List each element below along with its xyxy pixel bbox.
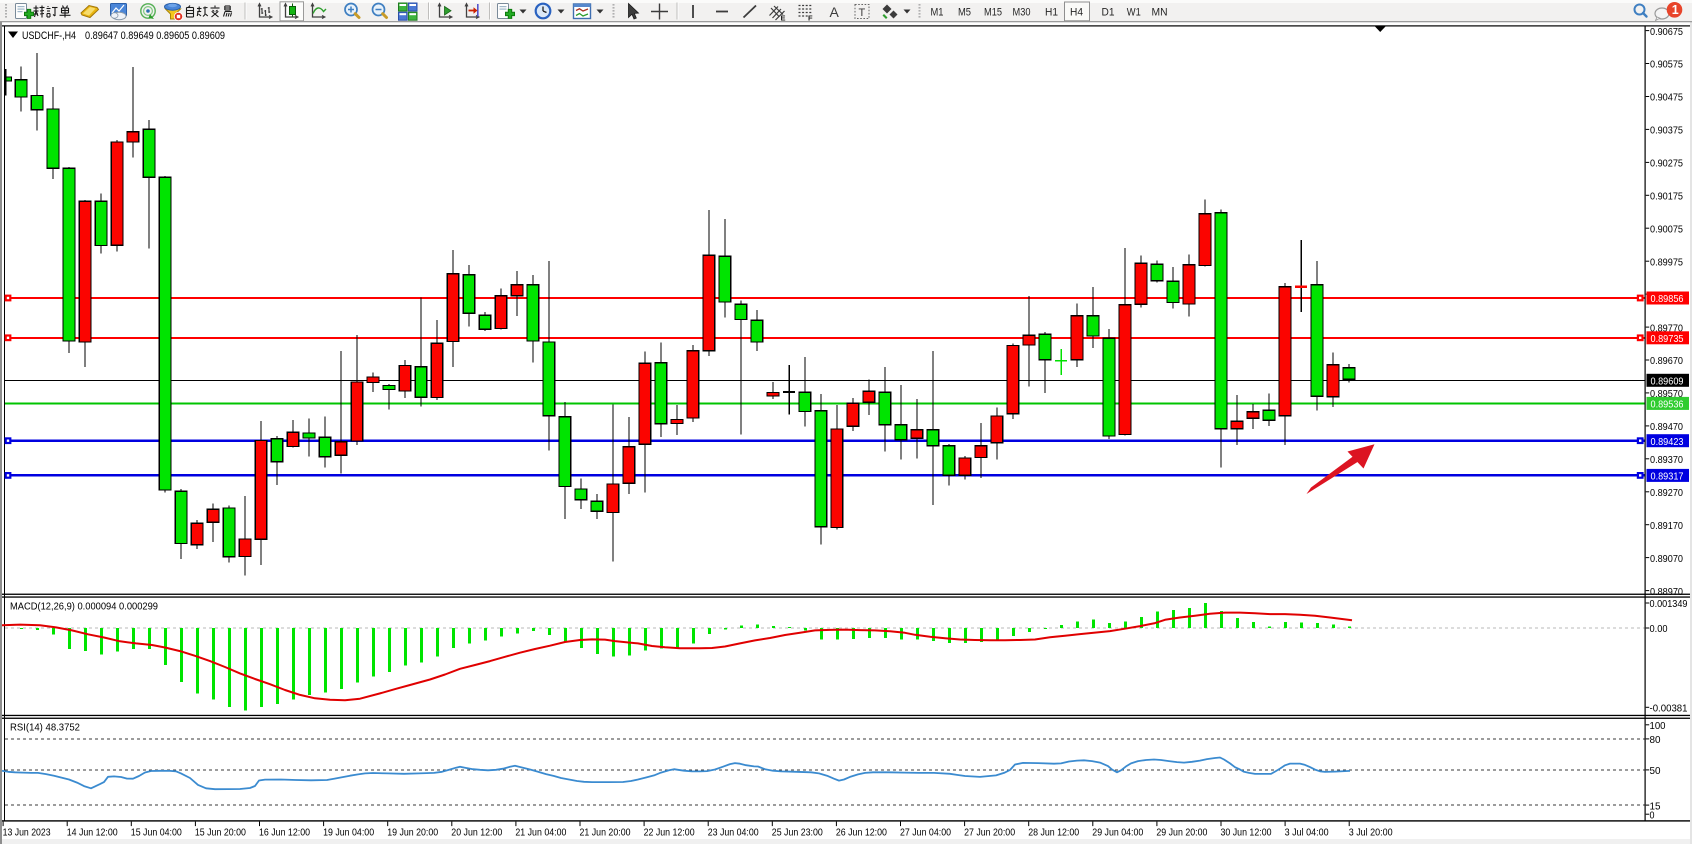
svg-text:0.90575: 0.90575	[1650, 59, 1683, 71]
svg-text:0.89856: 0.89856	[1651, 293, 1684, 305]
svg-text:15: 15	[1650, 800, 1661, 812]
svg-text:-0.00381: -0.00381	[1650, 703, 1688, 715]
svg-text:27 Jun 04:00: 27 Jun 04:00	[900, 826, 951, 838]
svg-text:0.89317: 0.89317	[1651, 471, 1684, 483]
svg-text:D1: D1	[1102, 6, 1115, 18]
svg-text:23 Jun 04:00: 23 Jun 04:00	[708, 826, 759, 838]
svg-text:0.89170: 0.89170	[1650, 520, 1683, 532]
svg-text:0.88970: 0.88970	[1650, 586, 1683, 598]
svg-text:0.89975: 0.89975	[1650, 256, 1683, 268]
svg-text:20 Jun 12:00: 20 Jun 12:00	[451, 826, 502, 838]
svg-text:0.90275: 0.90275	[1650, 158, 1683, 170]
svg-text:RSI(14) 48.3752: RSI(14) 48.3752	[10, 722, 80, 734]
svg-text:0.89270: 0.89270	[1650, 487, 1683, 499]
svg-text:MN: MN	[1152, 6, 1168, 18]
svg-text:14 Jun 12:00: 14 Jun 12:00	[67, 826, 118, 838]
svg-text:USDCHF-,H4: USDCHF-,H4	[22, 30, 76, 42]
svg-text:21 Jun 04:00: 21 Jun 04:00	[515, 826, 566, 838]
svg-text:M30: M30	[1013, 6, 1031, 18]
svg-text:0.89423: 0.89423	[1651, 436, 1684, 448]
svg-text:T: T	[859, 7, 866, 19]
svg-text:0.89536: 0.89536	[1651, 399, 1684, 411]
svg-text:0.89647 0.89649 0.89605 0.8960: 0.89647 0.89649 0.89605 0.89609	[85, 30, 225, 42]
svg-text:0.001349: 0.001349	[1650, 598, 1688, 610]
svg-text:30 Jun 12:00: 30 Jun 12:00	[1221, 826, 1272, 838]
svg-text:0.90675: 0.90675	[1650, 26, 1683, 38]
svg-text:19 Jun 20:00: 19 Jun 20:00	[387, 826, 438, 838]
svg-text:0.00: 0.00	[1650, 623, 1668, 635]
svg-text:15 Jun 04:00: 15 Jun 04:00	[131, 826, 182, 838]
svg-text:16 Jun 12:00: 16 Jun 12:00	[259, 826, 310, 838]
svg-text:M15: M15	[984, 6, 1002, 18]
svg-text:0.90375: 0.90375	[1650, 125, 1683, 137]
svg-text:21 Jun 20:00: 21 Jun 20:00	[580, 826, 631, 838]
svg-text:80: 80	[1650, 734, 1661, 746]
svg-text:E: E	[781, 14, 786, 23]
svg-text:0.90175: 0.90175	[1650, 191, 1683, 203]
svg-text:28 Jun 12:00: 28 Jun 12:00	[1028, 826, 1079, 838]
svg-text:100: 100	[1650, 720, 1666, 732]
svg-text:0.90475: 0.90475	[1650, 92, 1683, 104]
svg-text:0.89670: 0.89670	[1650, 355, 1683, 367]
svg-text:H4: H4	[1070, 6, 1083, 18]
svg-text:26 Jun 12:00: 26 Jun 12:00	[836, 826, 887, 838]
svg-text:19 Jun 04:00: 19 Jun 04:00	[323, 826, 374, 838]
svg-text:0.90075: 0.90075	[1650, 223, 1683, 235]
svg-text:22 Jun 12:00: 22 Jun 12:00	[644, 826, 695, 838]
svg-text:3 Jul 20:00: 3 Jul 20:00	[1349, 826, 1393, 838]
svg-text:0.89070: 0.89070	[1650, 553, 1683, 565]
svg-text:29 Jun 20:00: 29 Jun 20:00	[1156, 826, 1207, 838]
svg-text:0.89370: 0.89370	[1650, 454, 1683, 466]
svg-text:50: 50	[1650, 765, 1661, 777]
svg-text:M1: M1	[931, 6, 944, 18]
svg-text:0.89735: 0.89735	[1651, 333, 1684, 345]
svg-text:29 Jun 04:00: 29 Jun 04:00	[1092, 826, 1143, 838]
svg-text:0: 0	[1650, 809, 1655, 821]
svg-text:F: F	[808, 14, 813, 23]
svg-text:3 Jul 04:00: 3 Jul 04:00	[1285, 826, 1329, 838]
svg-text:W1: W1	[1127, 6, 1141, 18]
svg-text:25 Jun 23:00: 25 Jun 23:00	[772, 826, 823, 838]
svg-text:27 Jun 20:00: 27 Jun 20:00	[964, 826, 1015, 838]
svg-text:15 Jun 20:00: 15 Jun 20:00	[195, 826, 246, 838]
svg-text:13 Jun 2023: 13 Jun 2023	[3, 826, 51, 838]
svg-text:1: 1	[1672, 3, 1679, 17]
svg-text:0.89609: 0.89609	[1651, 376, 1684, 388]
svg-text:0.89470: 0.89470	[1650, 421, 1683, 433]
svg-text:H1: H1	[1045, 6, 1058, 18]
svg-text:MACD(12,26,9) 0.000094 0.00029: MACD(12,26,9) 0.000094 0.000299	[10, 601, 158, 613]
svg-text:M5: M5	[958, 6, 971, 18]
svg-text:A: A	[830, 4, 840, 20]
